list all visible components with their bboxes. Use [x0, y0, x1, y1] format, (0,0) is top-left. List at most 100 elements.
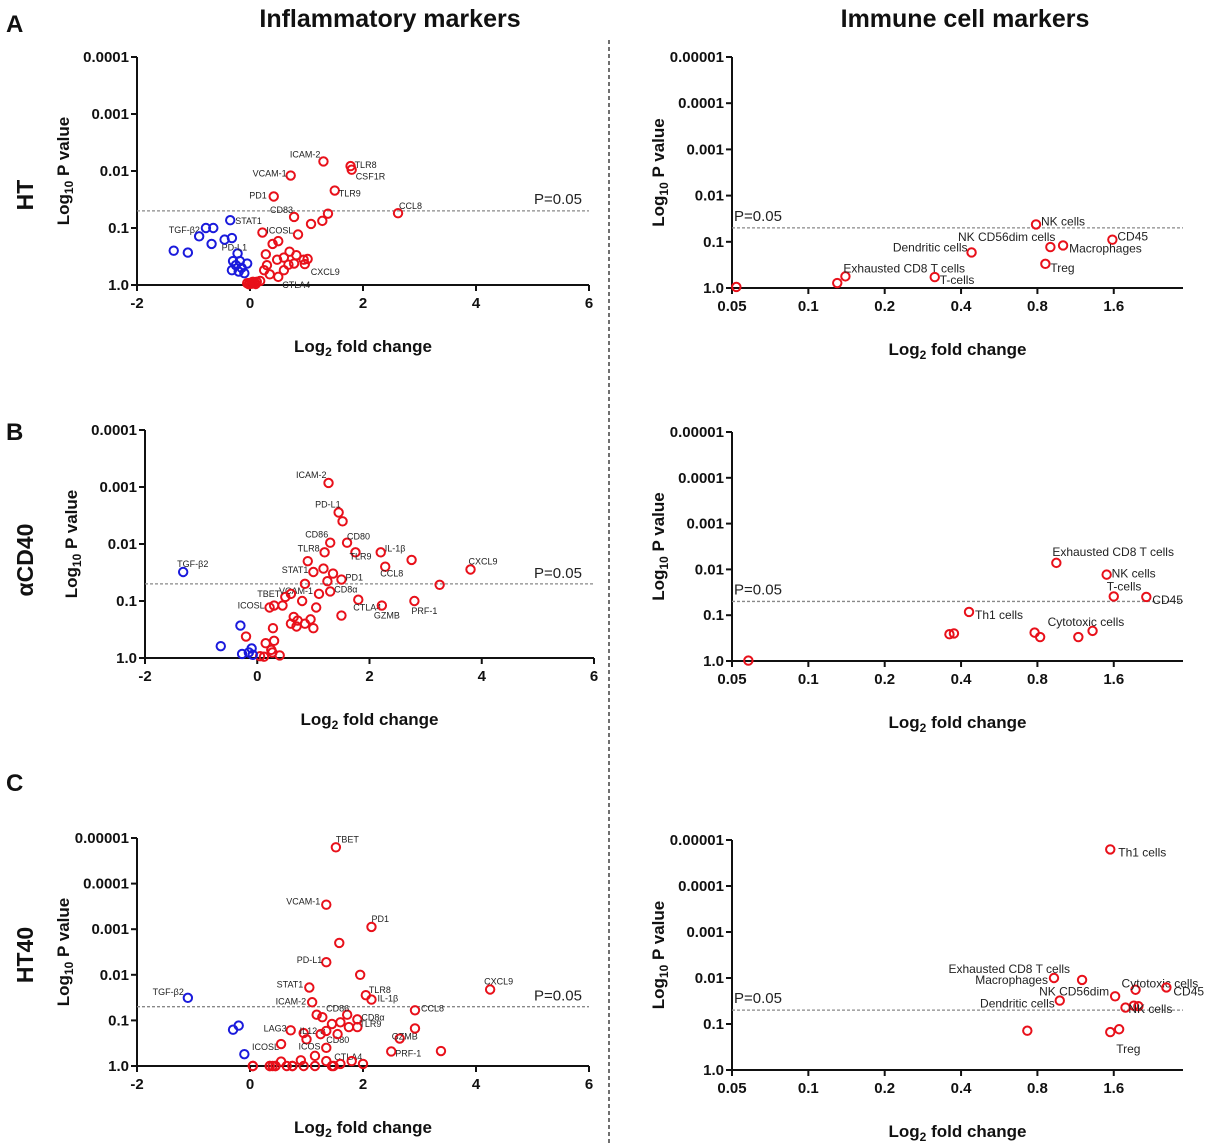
x-tick-label: 2 — [359, 295, 367, 312]
x-tick-label: -2 — [130, 1076, 143, 1093]
data-point — [233, 266, 244, 277]
data-point — [335, 1017, 346, 1028]
data-point — [302, 555, 313, 567]
point-label: T-cells — [1107, 579, 1142, 593]
y-tick-label: 0.001 — [91, 106, 129, 123]
point-label: CD80 — [347, 532, 370, 542]
point-label: PRF-1 — [411, 606, 437, 616]
data-point — [298, 1060, 309, 1072]
data-point — [1034, 631, 1046, 643]
y-tick-label: 1.0 — [703, 653, 724, 670]
y-axis-title-rest: P value — [649, 118, 668, 182]
data-point — [287, 1060, 298, 1072]
y-tick-label: 0.0001 — [83, 49, 129, 66]
data-point — [281, 1060, 292, 1072]
point-label: Dendritic cells — [893, 240, 968, 254]
y-tick-label: 0.00001 — [670, 832, 724, 849]
data-point — [329, 185, 340, 196]
data-point — [966, 247, 977, 258]
data-point — [1073, 631, 1084, 643]
point-label: VCAM-1 — [279, 586, 313, 596]
chart-panel-4: 0.00001 0.0001 0.001 0.01 0.1 1.00.05 0.1 0.2 0.… — [649, 424, 1183, 735]
point-label: VCAM-1 — [253, 169, 287, 179]
data-point — [306, 997, 318, 1008]
threshold-label: P=0.05 — [734, 581, 782, 598]
point-label: TGF-β2 — [169, 225, 200, 235]
point-label: NK cells — [1128, 1002, 1172, 1016]
data-point — [743, 655, 754, 666]
data-point — [310, 602, 322, 613]
data-point — [336, 610, 347, 621]
y-axis-title-sub: 10 — [62, 961, 76, 975]
data-point — [366, 921, 377, 933]
data-point — [317, 1011, 328, 1023]
data-point — [168, 245, 179, 256]
y-tick-label: 0.00001 — [75, 830, 129, 847]
point-label: CTLA4 — [334, 1052, 362, 1062]
point-label: PD-L1 — [315, 499, 341, 509]
x-tick-label: 0.2 — [874, 298, 895, 315]
data-point — [327, 568, 339, 579]
data-point — [325, 586, 336, 597]
x-tick-label: 4 — [478, 668, 487, 685]
data-point — [291, 621, 302, 632]
data-point — [177, 566, 189, 578]
x-tick-label: 0.05 — [717, 1080, 746, 1097]
point-label: ICOS — [299, 1041, 321, 1051]
point-label: T-cells — [940, 273, 975, 287]
x-tick-label: 0 — [246, 1076, 254, 1093]
point-label: TLR9 — [359, 1019, 381, 1029]
data-point — [298, 254, 309, 265]
point-label: TLR9 — [349, 551, 371, 561]
point-label: Treg — [1116, 1042, 1140, 1056]
x-tick-label: 0.05 — [717, 298, 746, 315]
x-axis-title-rest: fold change — [926, 713, 1026, 732]
data-point — [285, 588, 297, 600]
y-tick-label: 0.00001 — [670, 49, 724, 66]
x-tick-label: 1.6 — [1103, 298, 1124, 315]
data-point — [380, 561, 391, 572]
point-label: TLR9 — [339, 189, 361, 199]
data-point — [353, 594, 364, 605]
point-label: CTLA4 — [282, 280, 310, 290]
point-label: ICOSL — [252, 1042, 279, 1052]
y-axis-title-main: Log — [649, 570, 668, 601]
threshold-label: P=0.05 — [534, 988, 582, 1005]
data-point — [322, 576, 333, 587]
y-tick-label: 1.0 — [703, 280, 724, 297]
point-label: CD86 — [305, 530, 328, 540]
row-label-ht40: HT40 — [12, 927, 38, 983]
y-tick-label: 0.1 — [703, 234, 724, 251]
point-label: CD45 — [1173, 984, 1204, 998]
data-point — [304, 982, 315, 993]
data-point — [1105, 1026, 1116, 1038]
y-axis-title-main: Log — [649, 978, 668, 1009]
data-point — [1130, 984, 1141, 995]
x-axis-title-sub: 2 — [920, 721, 927, 735]
y-tick-label: 0.0001 — [83, 876, 129, 893]
point-label: IL-1β — [377, 994, 398, 1004]
point-label: PRF-1 — [395, 1048, 421, 1058]
data-point — [296, 595, 308, 607]
data-point — [346, 1055, 357, 1067]
row-label-ht: HT — [12, 180, 38, 211]
data-point — [219, 234, 230, 245]
data-point — [963, 606, 975, 618]
x-axis-title-sub: 2 — [325, 1126, 332, 1140]
y-tick-label: 0.1 — [108, 220, 129, 237]
data-point — [247, 1060, 259, 1072]
data-point — [239, 267, 250, 279]
data-point — [484, 984, 496, 995]
data-point — [278, 252, 290, 263]
data-point — [206, 238, 217, 250]
point-label: ICAM-2 — [290, 149, 321, 159]
y-tick-label: 0.001 — [686, 141, 724, 158]
y-tick-label: 1.0 — [108, 277, 129, 294]
x-tick-label: 6 — [585, 1076, 593, 1093]
point-label: NK CD56dim cells — [958, 230, 1055, 244]
point-label: STAT1 — [277, 980, 304, 990]
x-tick-label: 0.1 — [798, 1080, 819, 1097]
x-tick-label: 6 — [590, 668, 598, 685]
y-tick-label: 0.1 — [116, 593, 137, 610]
x-axis-title-main: Log — [294, 337, 325, 356]
